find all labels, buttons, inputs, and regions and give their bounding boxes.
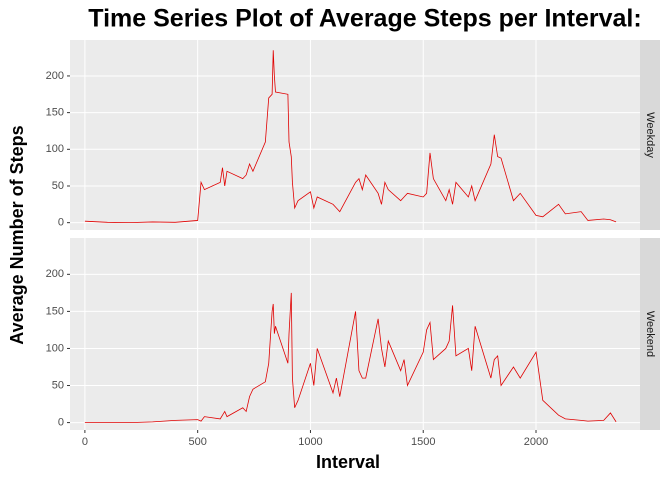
y-tick-label: 50 xyxy=(52,379,64,391)
strip-background xyxy=(640,40,660,230)
x-tick-label: 1500 xyxy=(411,436,435,448)
y-tick-label: 100 xyxy=(46,143,64,155)
panel-background xyxy=(70,40,640,230)
x-axis-label: Interval xyxy=(316,452,380,472)
strip-label: Weekend xyxy=(644,311,656,357)
y-tick-label: 200 xyxy=(46,268,64,280)
x-tick-label: 500 xyxy=(188,436,206,448)
data-line xyxy=(84,292,617,423)
y-tick-label: 150 xyxy=(46,305,64,317)
data-line xyxy=(84,50,617,224)
y-tick-label: 150 xyxy=(46,107,64,119)
y-tick-label: 100 xyxy=(46,342,64,354)
y-tick-label: 50 xyxy=(52,180,64,192)
y-axis-label: Average Number of Steps xyxy=(7,125,27,344)
y-tick-label: 0 xyxy=(58,217,64,229)
y-tick-label: 200 xyxy=(46,70,64,82)
chart-title: Time Series Plot of Average Steps per In… xyxy=(88,5,641,33)
x-tick-label: 0 xyxy=(82,436,88,448)
strip-label: Weekday xyxy=(644,112,656,158)
x-tick-label: 1000 xyxy=(298,436,322,448)
y-tick-label: 0 xyxy=(58,416,64,428)
x-tick-label: 2000 xyxy=(524,436,548,448)
panel-background xyxy=(70,238,640,430)
strip-background xyxy=(640,238,660,430)
